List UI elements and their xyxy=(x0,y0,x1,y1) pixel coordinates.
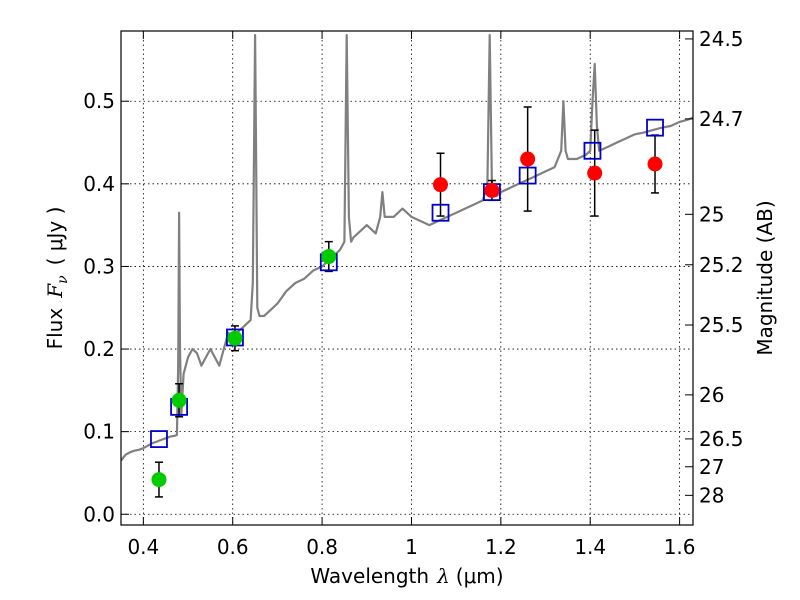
x-tick-label: 0.4 xyxy=(127,535,159,559)
y-tick-labels: 0.0 0.1 0.2 0.3 0.4 0.5 xyxy=(83,89,115,526)
x-tick-label: 1.2 xyxy=(485,535,517,559)
y2-tick-labels: 24.5 24.7 25 25.2 25.5 26 26.5 27 28 xyxy=(699,27,744,507)
x-axis-label: Wavelength λ (μm) xyxy=(310,564,503,588)
y2-tick-label: 28 xyxy=(699,483,724,507)
y2-tick-label: 25.2 xyxy=(699,253,744,277)
y-tick-label: 0.3 xyxy=(83,254,115,278)
observed-photometry-point xyxy=(321,249,337,265)
y2-axis-label: Magnitude (AB) xyxy=(753,200,777,355)
model-photometry-square xyxy=(646,118,664,137)
spectrum-line xyxy=(121,33,693,462)
observed-photometry-point xyxy=(171,392,187,408)
observed-photometry-point xyxy=(520,151,536,167)
y2-tick-label: 24.5 xyxy=(699,27,744,51)
model-photometry-square xyxy=(431,203,450,222)
marker-layer xyxy=(150,118,664,488)
observed-photometry-point xyxy=(587,165,603,181)
observed-photometry-point xyxy=(227,330,243,346)
observed-photometry-point xyxy=(433,177,449,193)
y2-tick-label: 26.5 xyxy=(699,427,744,451)
tick-marks xyxy=(121,31,693,525)
model-photometry-square xyxy=(583,141,602,160)
y-axis-label: FluxFν( μJy ) xyxy=(43,207,71,350)
y-tick-label: 0.5 xyxy=(83,89,115,113)
observed-photometry-point xyxy=(484,182,500,198)
grid-lines xyxy=(121,31,693,525)
plot-frame xyxy=(120,30,694,526)
y2-tick-label: 24.7 xyxy=(699,107,744,131)
observed-photometry-point xyxy=(647,156,663,172)
spectrum-layer xyxy=(121,33,693,462)
y2-tick-label: 25 xyxy=(699,202,724,226)
model-photometry-square xyxy=(150,430,168,448)
x-tick-labels: 0.4 0.6 0.8 1 1.2 1.4 1.6 xyxy=(127,535,695,559)
x-tick-label: 0.8 xyxy=(306,535,338,559)
y-tick-label: 0.4 xyxy=(83,172,115,196)
observed-photometry-point xyxy=(151,472,167,488)
model-photometry-square xyxy=(518,166,537,185)
y-tick-label: 0.0 xyxy=(83,502,115,526)
y-tick-label: 0.2 xyxy=(83,337,115,361)
errorbar-layer xyxy=(154,106,660,498)
y2-tick-label: 25.5 xyxy=(699,313,744,337)
y2-tick-label: 26 xyxy=(699,383,724,407)
x-tick-label: 1.4 xyxy=(574,535,606,559)
x-tick-label: 1.6 xyxy=(664,535,696,559)
x-tick-label: 1 xyxy=(405,535,418,559)
y-tick-label: 0.1 xyxy=(83,420,115,444)
x-tick-label: 0.6 xyxy=(217,535,249,559)
y2-tick-label: 27 xyxy=(699,455,724,479)
